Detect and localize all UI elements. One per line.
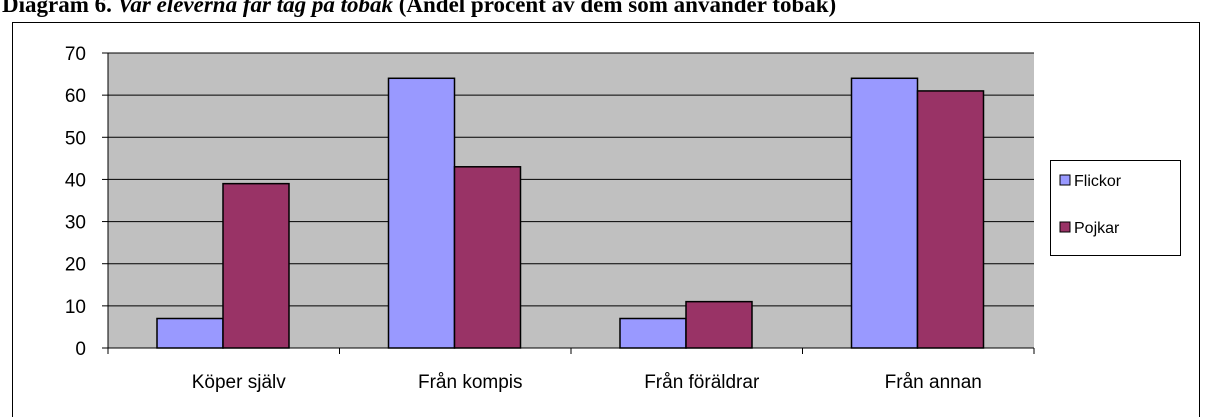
y-tick-label: 40	[65, 170, 86, 191]
y-tick-label: 0	[75, 339, 86, 360]
legend-box	[1050, 160, 1181, 256]
legend-swatch	[1059, 174, 1071, 186]
bar	[916, 90, 985, 349]
y-tick-label: 50	[65, 128, 86, 149]
legend-label: Pojkar	[1074, 220, 1120, 237]
x-tick-label: Från kompis	[418, 372, 523, 393]
y-tick-label: 20	[65, 255, 86, 276]
y-tick-label: 70	[65, 44, 86, 65]
legend-swatch	[1059, 221, 1071, 233]
y-tick-label: 30	[65, 213, 86, 234]
chart-title: Diagram 6. Var eleverna får tag på tobak…	[2, 0, 836, 17]
x-tick-label: Köper själv	[192, 372, 286, 393]
title-part: Var eleverna får tag på tobak	[118, 0, 394, 17]
bar	[850, 77, 919, 349]
bar	[685, 300, 753, 349]
x-tick-label: Från annan	[885, 372, 982, 393]
bar	[387, 77, 456, 349]
title-part: Diagram 6.	[2, 0, 112, 17]
y-tick-label: 10	[65, 297, 86, 318]
bar	[619, 317, 687, 349]
legend-label: Flickor	[1074, 173, 1122, 190]
bar	[453, 166, 522, 349]
x-tick-label: Från föräldrar	[644, 372, 760, 393]
y-tick-label: 60	[65, 86, 86, 107]
bar	[156, 317, 224, 349]
title-part: (Andel procent av dem som använder tobak…	[399, 0, 836, 17]
bar	[222, 182, 290, 349]
